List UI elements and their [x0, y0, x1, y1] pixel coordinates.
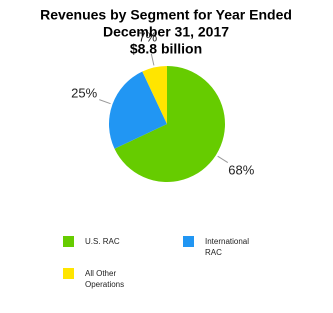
data-label: 25% — [71, 86, 97, 101]
legend-swatch — [63, 268, 74, 279]
legend-item: U.S. RAC — [63, 236, 147, 247]
chart-subtitle: $8.8 billion — [130, 41, 202, 57]
legend-label: International RAC — [205, 237, 250, 257]
pie-slice — [114, 66, 225, 182]
data-label: 7% — [138, 30, 157, 45]
data-label: 68% — [228, 163, 254, 178]
chart-title: Revenues by Segment for Year Ended — [40, 7, 292, 23]
legend-swatch — [183, 236, 194, 247]
legend-swatch — [63, 236, 74, 247]
leader-line — [99, 99, 111, 105]
legend-label: U.S. RAC — [85, 237, 120, 246]
legend-label: All Other Operations — [85, 269, 125, 289]
chart-title: December 31, 2017 — [103, 24, 229, 40]
leader-line — [217, 155, 229, 164]
leader-line — [150, 53, 155, 66]
legend-item: International RAC — [183, 236, 267, 258]
legend-item: All Other Operations — [63, 268, 147, 290]
pie-slice — [108, 71, 167, 149]
pie-slice — [142, 66, 167, 124]
